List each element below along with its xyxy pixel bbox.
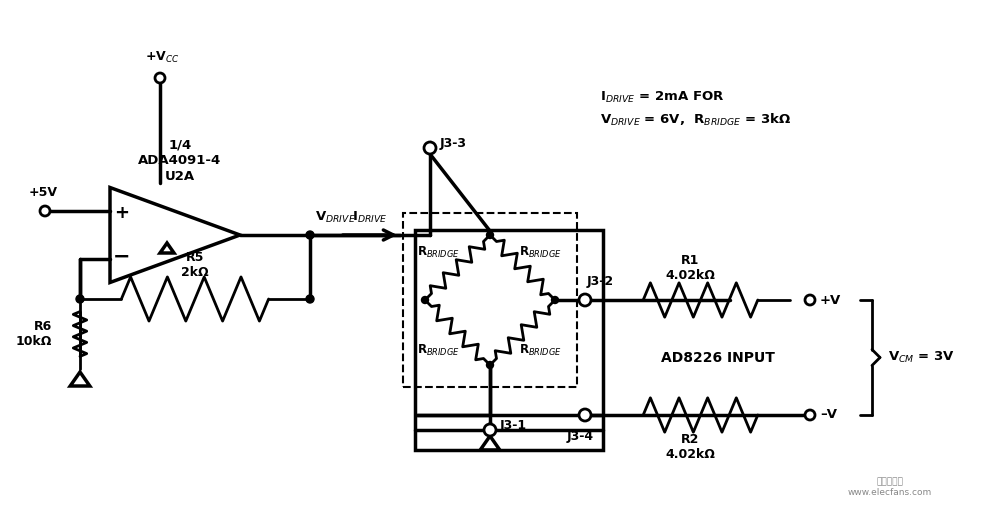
Text: R2
4.02kΩ: R2 4.02kΩ [666,433,715,461]
Text: I$_{DRIVE}$: I$_{DRIVE}$ [352,210,388,225]
Text: +5V: +5V [29,186,57,199]
Text: V$_{CM}$ = 3V: V$_{CM}$ = 3V [888,350,954,365]
Circle shape [40,206,50,216]
Circle shape [484,424,496,436]
Circle shape [155,73,165,83]
Text: R$_{BRIDGE}$: R$_{BRIDGE}$ [518,244,562,260]
Bar [415,230,603,450]
Text: +V: +V [820,293,842,307]
Circle shape [421,296,428,304]
Text: R5
2kΩ: R5 2kΩ [181,251,209,279]
Text: J3-3: J3-3 [440,137,467,150]
Text: J3-4: J3-4 [567,430,593,443]
Text: –V: –V [820,409,837,421]
Circle shape [487,231,494,239]
Circle shape [306,231,314,239]
Text: V$_{DRIVE}$: V$_{DRIVE}$ [315,210,356,225]
Circle shape [552,296,559,304]
Circle shape [579,409,591,421]
Text: −: − [114,247,131,267]
Circle shape [579,294,591,306]
Text: 1/4
ADA4091-4
U2A: 1/4 ADA4091-4 U2A [138,138,222,183]
Text: J3-1: J3-1 [500,418,527,432]
Text: 电子发烧友
www.elecfans.com: 电子发烧友 www.elecfans.com [848,477,932,497]
Circle shape [805,295,815,305]
Bar [403,213,577,387]
Text: +: + [115,204,130,222]
Circle shape [487,361,494,369]
Circle shape [306,295,314,303]
Text: R$_{BRIDGE}$: R$_{BRIDGE}$ [416,244,460,260]
Text: R$_{BRIDGE}$: R$_{BRIDGE}$ [518,343,562,357]
Text: J3-2: J3-2 [587,275,614,288]
Text: R1
4.02kΩ: R1 4.02kΩ [666,254,715,282]
Text: R$_{BRIDGE}$: R$_{BRIDGE}$ [416,343,460,357]
Circle shape [76,295,84,303]
Circle shape [805,410,815,420]
Circle shape [424,142,436,154]
Text: AD8226 INPUT: AD8226 INPUT [661,351,774,365]
Text: +V$_{CC}$: +V$_{CC}$ [144,50,179,65]
Text: I$_{DRIVE}$ = 2mA FOR
V$_{DRIVE}$ = 6V,  R$_{BRIDGE}$ = 3kΩ: I$_{DRIVE}$ = 2mA FOR V$_{DRIVE}$ = 6V, … [600,90,791,129]
Text: R6
10kΩ: R6 10kΩ [16,320,52,348]
